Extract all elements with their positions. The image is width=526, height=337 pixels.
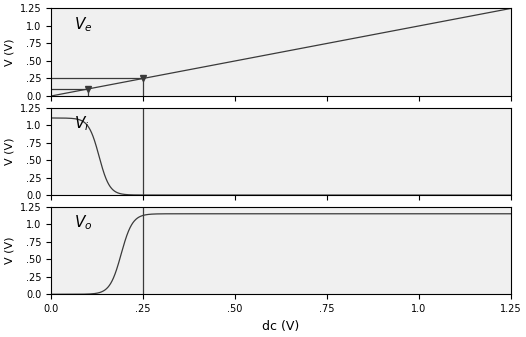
Text: $V_e$: $V_e$: [74, 16, 93, 34]
Text: $V_i$: $V_i$: [74, 115, 89, 133]
Y-axis label: V (V): V (V): [4, 137, 14, 165]
Text: $V_o$: $V_o$: [74, 214, 93, 233]
X-axis label: dc (V): dc (V): [262, 319, 300, 333]
Y-axis label: V (V): V (V): [4, 237, 14, 264]
Y-axis label: V (V): V (V): [4, 38, 14, 66]
